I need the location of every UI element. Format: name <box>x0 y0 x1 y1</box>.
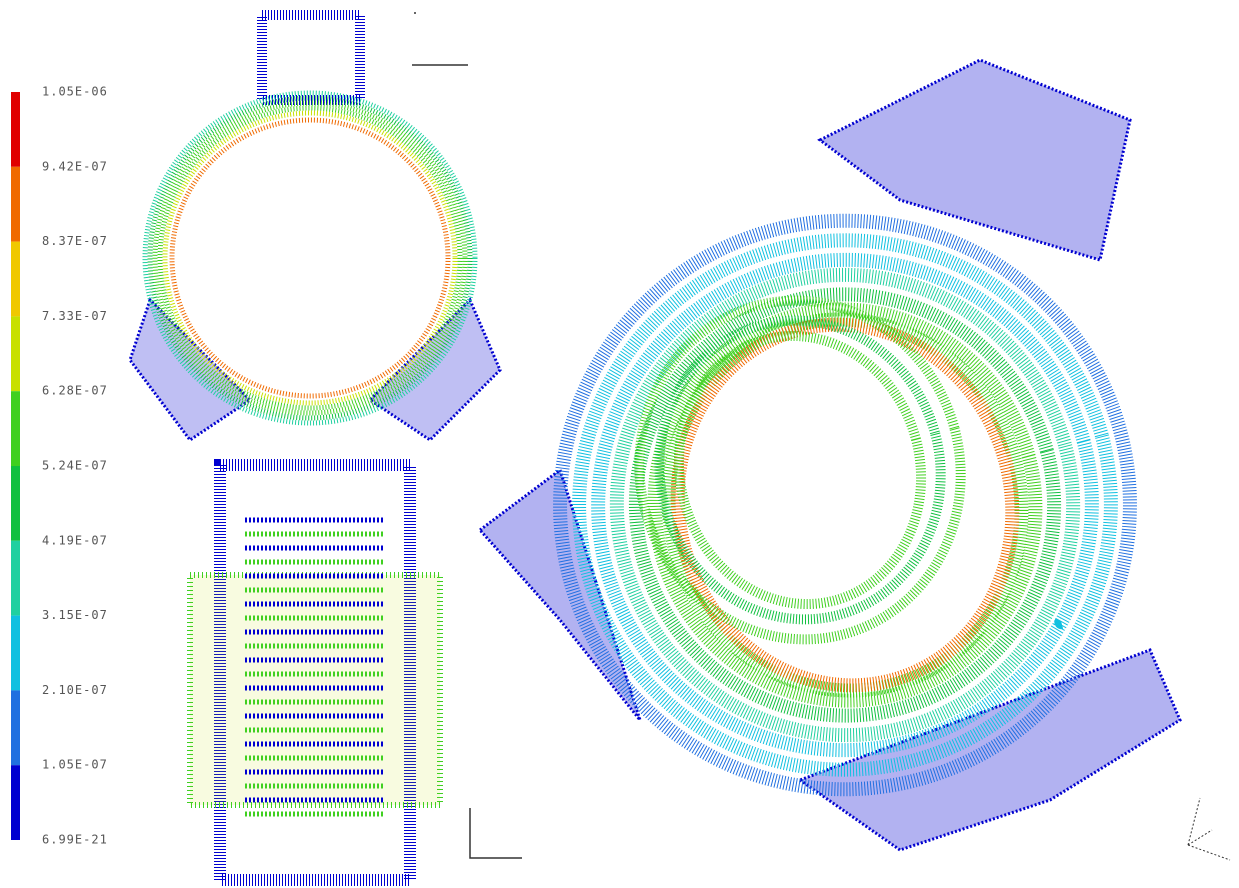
axis-triad <box>470 808 522 858</box>
right-lobe <box>370 300 500 440</box>
legend-label: 3.15E-07 <box>42 608 108 622</box>
legend-label: 1.05E-06 <box>42 85 108 99</box>
legend-label: 5.24E-07 <box>42 459 108 473</box>
legend-label: 6.99E-21 <box>42 833 108 847</box>
legend-swatch <box>11 466 20 541</box>
legend-label: 7.33E-07 <box>42 309 108 323</box>
legend-label: 6.28E-07 <box>42 384 108 398</box>
axis-triad <box>1188 798 1230 860</box>
mesh-ring <box>172 120 448 396</box>
axis-triad <box>412 12 468 65</box>
legend-label: 4.19E-07 <box>42 533 108 547</box>
legend-swatch <box>11 690 20 765</box>
legend-swatch <box>11 92 20 167</box>
top-flange <box>262 15 360 100</box>
legend-label: 2.10E-07 <box>42 683 108 697</box>
fem-viewport: 1.05E-06 9.42E-07 8.37E-07 7.33E-07 6.28E-07… <box>0 0 1239 888</box>
legend-swatch <box>11 765 20 840</box>
legend-label: 1.05E-07 <box>42 758 108 772</box>
legend-swatch <box>11 167 20 242</box>
legend-label: 8.37E-07 <box>42 234 108 248</box>
legend-swatch <box>11 242 20 317</box>
legend-label: 9.42E-07 <box>42 159 108 173</box>
iso-lobe-top <box>820 60 1130 260</box>
legend-swatch <box>11 316 20 391</box>
legend-swatch <box>11 616 20 691</box>
models <box>130 12 1230 880</box>
color-legend: 1.05E-06 9.42E-07 8.37E-07 7.33E-07 6.28E-07… <box>11 85 108 847</box>
legend-swatch <box>11 391 20 466</box>
legend-swatch <box>11 541 20 616</box>
